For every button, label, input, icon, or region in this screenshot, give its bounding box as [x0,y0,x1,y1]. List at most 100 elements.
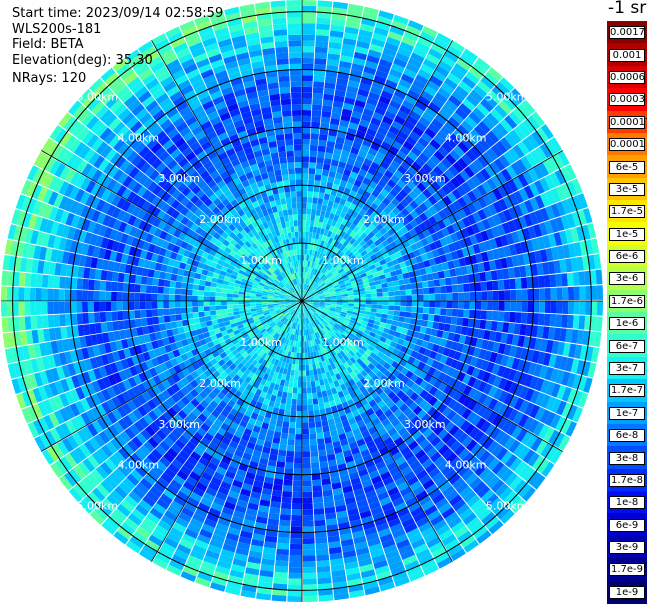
range-gate-cell [146,317,154,326]
range-gate-cell [251,539,264,547]
range-gate-cell [279,403,286,410]
range-gate-cell [243,477,255,486]
range-gate-cell [481,291,488,301]
range-gate-cell [215,522,229,533]
range-gate-cell [303,324,305,330]
range-gate-cell [388,291,395,297]
range-gate-cell [327,364,333,372]
range-gate-cell [354,275,362,281]
range-gate-cell [139,549,155,562]
range-gate-cell [336,346,343,353]
range-gate-cell [291,310,296,315]
range-gate-cell [487,440,499,454]
range-gate-cell [323,501,335,509]
range-gate-cell [536,263,544,276]
range-gate-cell [561,386,572,402]
range-gate-cell [487,130,500,144]
range-gate-cell [317,317,323,323]
range-gate-cell [281,373,287,381]
range-gate-cell [317,221,323,229]
range-gate-cell [302,393,308,400]
range-gate-cell [232,374,241,382]
range-gate-cell [358,256,365,263]
range-gate-cell [59,407,70,422]
range-gate-cell [333,315,339,320]
range-gate-cell [229,278,236,283]
range-gate-cell [271,495,282,503]
range-gate-cell [96,483,110,498]
range-gate-cell [360,569,376,579]
range-gate-cell [124,427,136,440]
range-gate-cell [505,233,515,245]
range-gate-cell [174,307,182,315]
range-gate-cell [194,385,204,394]
range-gate-cell [314,525,327,533]
range-gate-cell [402,140,414,151]
range-gate-cell [124,495,139,508]
range-gate-cell [274,290,281,294]
range-gate-cell [374,106,387,116]
range-gate-cell [486,411,498,424]
range-gate-cell [323,289,329,293]
range-gate-cell [347,507,359,516]
range-gate-cell [283,332,288,338]
range-gate-cell [211,277,218,283]
range-gate-cell [232,297,239,301]
range-gate-cell [22,212,32,228]
range-gate-cell [391,20,407,31]
range-gate-cell [204,466,216,477]
range-gate-cell [343,32,358,41]
range-gate-cell [379,336,387,343]
range-gate-cell [466,327,474,337]
range-gate-cell [309,267,313,274]
range-gate-cell [469,146,482,159]
range-gate-cell [302,63,314,70]
range-gate-cell [65,277,72,289]
range-gate-cell [344,381,352,389]
range-gate-cell [338,268,344,274]
range-gate-cell [571,178,583,195]
range-gate-cell [444,277,452,286]
range-gate-cell [333,234,340,241]
range-gate-cell [268,307,274,310]
range-gate-cell [354,541,368,550]
range-gate-cell [321,234,327,242]
range-gate-cell [502,367,512,380]
range-gate-cell [151,433,163,445]
range-gate-cell [463,292,470,301]
range-gate-cell [341,43,356,52]
range-gate-cell [54,327,62,340]
range-gate-cell [379,121,391,131]
range-gate-cell [267,375,273,383]
range-gate-cell [24,228,34,244]
range-gate-cell [28,373,38,389]
range-gate-cell [522,170,534,185]
range-gate-cell [311,307,317,312]
range-gate-cell [420,90,434,102]
range-gate-cell [163,410,173,422]
range-gate-cell [335,221,342,229]
range-gate-cell [402,491,415,502]
range-gate-cell [248,341,255,348]
range-gate-cell [116,301,123,311]
range-gate-cell [488,260,497,271]
range-gate-cell [390,418,401,428]
range-gate-cell [328,170,336,178]
range-gate-cell [329,258,335,265]
range-gate-cell [56,223,65,237]
range-gate-cell [270,323,277,329]
range-gate-cell [297,381,302,388]
range-gate-cell [433,389,443,400]
range-gate-cell [495,140,508,154]
range-gate-cell [329,123,339,131]
range-gate-cell [43,384,54,399]
range-gate-cell [189,379,199,389]
range-gate-cell [296,312,299,318]
range-gate-cell [152,375,162,385]
range-gate-cell [454,525,469,539]
range-gate-cell [327,312,334,317]
range-gate-cell [313,69,326,77]
range-gate-cell [281,343,286,350]
range-gate-cell [486,281,493,291]
range-gate-cell [186,365,196,374]
